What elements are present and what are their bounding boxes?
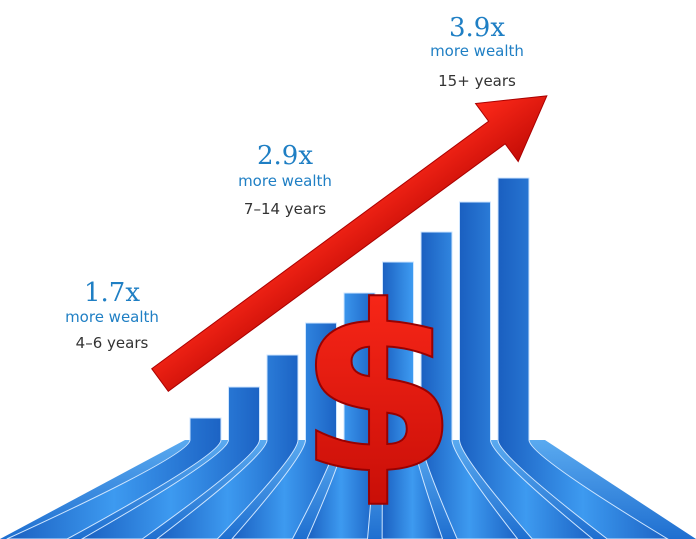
bar <box>156 354 299 539</box>
label: more wealth <box>65 308 159 326</box>
bar <box>6 417 222 539</box>
callout: 1.7x more wealth 4–6 years <box>65 278 159 352</box>
growth-arrow <box>151 95 548 392</box>
multiplier: 3.9x <box>449 13 505 43</box>
dollar-sign: $ <box>298 258 458 525</box>
bar <box>80 386 260 539</box>
callout: 3.9x more wealth 15+ years <box>430 13 524 90</box>
label: more wealth <box>238 172 332 190</box>
bar <box>420 231 519 539</box>
period: 7–14 years <box>244 200 326 218</box>
period: 4–6 years <box>76 334 149 352</box>
bar <box>306 292 376 539</box>
period: 15+ years <box>438 72 516 90</box>
multiplier: 2.9x <box>257 141 313 171</box>
bar <box>231 322 337 539</box>
multiplier: 1.7x <box>84 278 140 308</box>
bar-graphic <box>0 177 696 539</box>
callout: 2.9x more wealth 7–14 years <box>238 141 332 218</box>
label: more wealth <box>430 42 524 60</box>
